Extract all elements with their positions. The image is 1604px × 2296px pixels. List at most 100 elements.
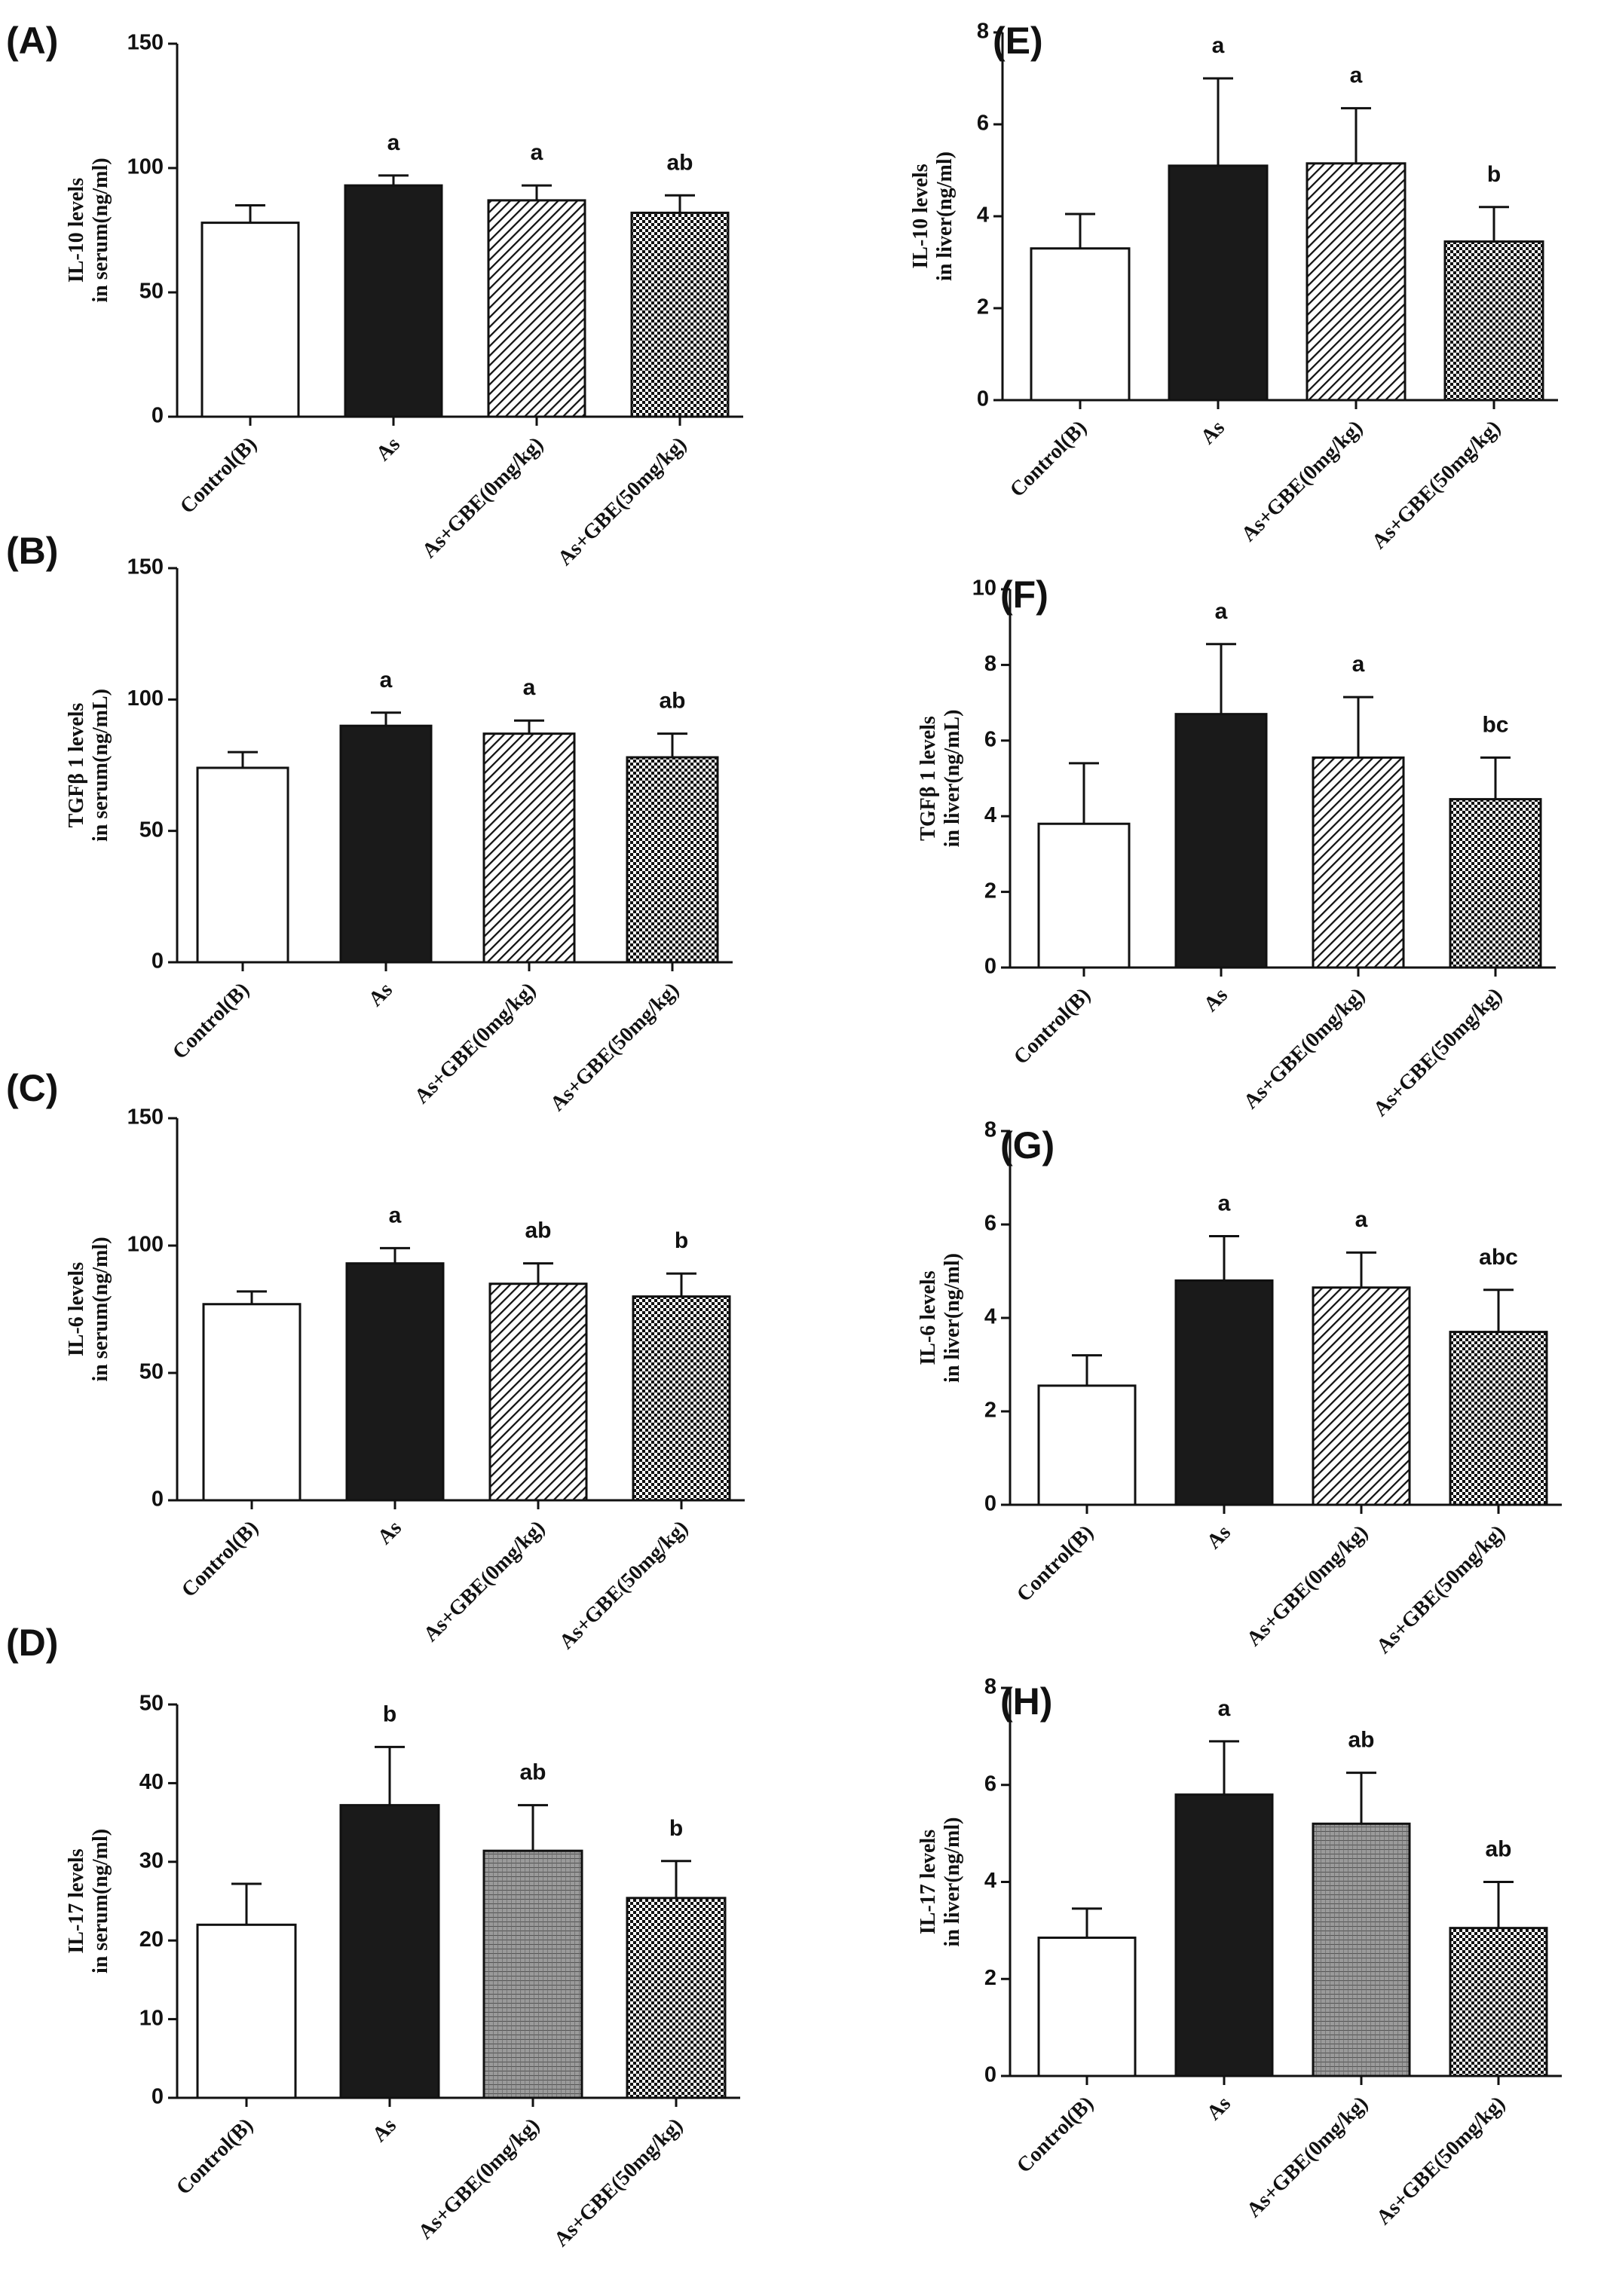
- y-tick-label: 0: [152, 2085, 164, 2109]
- x-category-label: Control(B): [168, 978, 254, 1064]
- y-axis-title: TGFβ 1 levelsin liver(ng/mL): [917, 710, 964, 848]
- y-tick-label: 100: [127, 686, 164, 711]
- significance-label: ab: [1348, 1728, 1374, 1753]
- y-tick-label: 8: [984, 1118, 996, 1142]
- x-category-label: Control(B): [177, 1516, 263, 1602]
- y-axis-title-line: IL-6 levels: [917, 1270, 940, 1365]
- y-tick-label: 4: [984, 1305, 996, 1329]
- significance-label: bc: [1482, 712, 1508, 737]
- y-axis-title-line: IL-17 levels: [65, 1848, 88, 1953]
- panel-label: (D): [6, 1622, 58, 1664]
- x-category-label: As+GBE(0mg/kg): [419, 1516, 549, 1646]
- bar: [202, 1303, 302, 1502]
- y-tick-label: 2: [984, 1399, 996, 1423]
- panel-label: (E): [993, 20, 1043, 62]
- significance-label: b: [675, 1228, 688, 1253]
- significance-label: b: [1487, 162, 1501, 187]
- y-tick-label: 6: [984, 727, 996, 751]
- y-tick-label: 8: [984, 652, 996, 676]
- chart-panel: (D) 0 10 20 30 40 50 IL-17 levelsin serum(ng/ml…: [6, 1622, 740, 2252]
- x-category-label: As: [1199, 983, 1232, 1017]
- y-tick-label: 6: [984, 1772, 996, 1796]
- y-tick-label: 0: [152, 404, 164, 428]
- y-tick-label: 50: [139, 818, 164, 842]
- bar: [487, 199, 586, 418]
- x-category-label: Control(B): [1006, 416, 1091, 502]
- y-tick-label: 4: [984, 803, 996, 827]
- bar: [630, 211, 730, 418]
- x-category-label: As+GBE(0mg/kg): [1237, 416, 1367, 546]
- significance-label: ab: [1485, 1837, 1511, 1862]
- bar: [1443, 240, 1544, 402]
- y-tick-label: 0: [152, 1487, 164, 1512]
- y-tick-label: 2: [984, 1966, 996, 1990]
- bar: [339, 724, 433, 964]
- y-axis-title-line: TGFβ 1 levels: [65, 703, 88, 828]
- y-tick-label: 0: [152, 949, 164, 974]
- y-tick-label: 4: [977, 203, 989, 228]
- bar: [196, 1923, 297, 2099]
- x-category-label: Control(B): [172, 2114, 258, 2200]
- significance-label: abc: [1479, 1245, 1518, 1270]
- bar: [1449, 798, 1542, 969]
- bar: [632, 1295, 731, 1502]
- x-category-label: As+GBE(50mg/kg): [1369, 983, 1507, 1121]
- x-category-label: As+GBE(0mg/kg): [1242, 1521, 1373, 1651]
- y-axis-title-line: in liver(ng/ml): [933, 151, 957, 281]
- x-category-label: As+GBE(0mg/kg): [414, 2114, 544, 2244]
- y-tick-label: 150: [127, 1105, 164, 1130]
- x-category-label: As+GBE(50mg/kg): [555, 1516, 693, 1654]
- y-tick-label: 6: [977, 112, 989, 136]
- panel-label: (F): [1000, 573, 1048, 616]
- y-tick-label: 150: [127, 31, 164, 55]
- y-axis-title-line: in serum(ng/ml): [89, 1829, 112, 1973]
- bar: [1030, 247, 1131, 402]
- x-category-label: Control(B): [1012, 2092, 1098, 2178]
- x-category-label: As: [1196, 416, 1229, 449]
- significance-label: a: [380, 668, 393, 692]
- bar: [626, 756, 719, 964]
- x-category-label: As+GBE(50mg/kg): [549, 2114, 687, 2252]
- x-category-label: Control(B): [1012, 1521, 1098, 1607]
- y-tick-label: 0: [984, 1492, 996, 1516]
- significance-label: a: [1352, 652, 1365, 677]
- y-axis-title: TGFβ 1 levelsin serum(ng/mL): [65, 689, 112, 842]
- x-category-label: As: [1202, 2092, 1235, 2125]
- y-axis-title-line: IL-6 levels: [65, 1262, 88, 1356]
- x-category-label: As+GBE(0mg/kg): [1239, 983, 1370, 1114]
- significance-label: a: [387, 130, 400, 155]
- x-category-label: As: [372, 433, 405, 466]
- x-category-label: As: [373, 1516, 406, 1549]
- y-tick-label: 0: [977, 387, 989, 411]
- significance-label: a: [1350, 63, 1363, 88]
- significance-label: a: [531, 140, 543, 165]
- y-tick-label: 150: [127, 555, 164, 579]
- y-tick-label: 50: [139, 1360, 164, 1384]
- y-tick-label: 10: [139, 2006, 164, 2030]
- y-tick-label: 50: [139, 280, 164, 304]
- y-tick-label: 0: [984, 955, 996, 979]
- bar: [626, 1897, 727, 2099]
- significance-label: a: [1218, 1696, 1231, 1721]
- y-axis-title-line: in liver(ng/mL): [941, 710, 964, 848]
- x-category-label: Control(B): [1009, 983, 1095, 1069]
- y-tick-label: 100: [127, 155, 164, 179]
- x-category-label: As+GBE(0mg/kg): [1242, 2092, 1373, 2222]
- bar: [1174, 1279, 1274, 1506]
- significance-label: b: [383, 1701, 396, 1726]
- significance-label: ab: [666, 150, 693, 175]
- y-tick-label: 8: [977, 20, 989, 44]
- bar: [344, 184, 443, 418]
- y-axis-title: IL-6 levelsin liver(ng/ml): [917, 1253, 964, 1383]
- bar: [200, 222, 300, 418]
- bar: [1449, 1331, 1548, 1506]
- chart-panel: (B) 0 50 100 150 TGFβ 1 levelsin serum(ng/mL)…: [6, 530, 733, 1116]
- chart-panel: (A) 0 50 100 150 IL-10 levelsin serum(ng/ml) C…: [6, 20, 743, 570]
- significance-label: a: [1212, 33, 1225, 58]
- bar: [1037, 1937, 1137, 2077]
- x-category-label: As: [364, 978, 397, 1011]
- x-category-label: As+GBE(50mg/kg): [1367, 416, 1505, 554]
